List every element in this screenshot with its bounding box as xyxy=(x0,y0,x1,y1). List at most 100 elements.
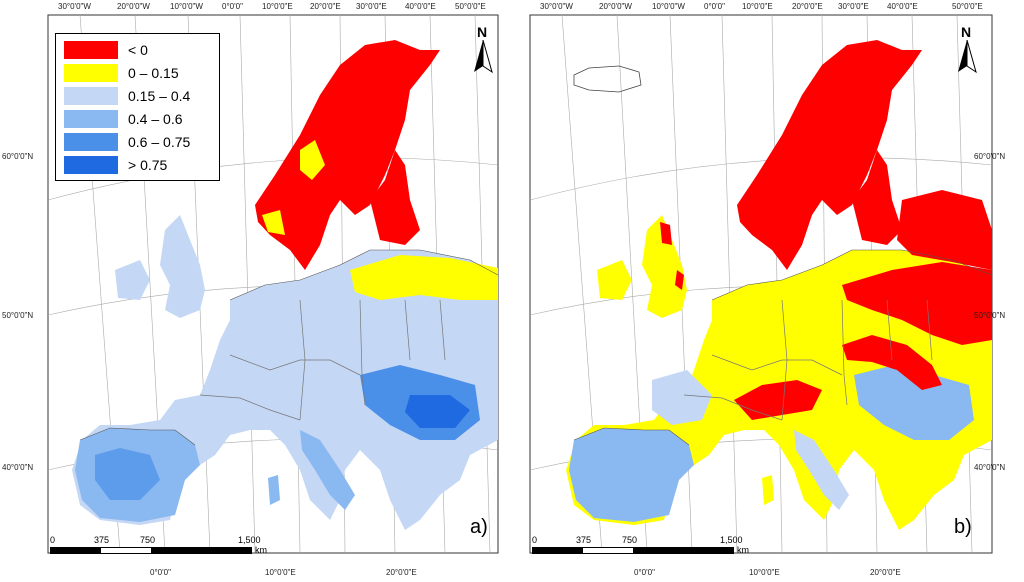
ireland-region xyxy=(115,260,150,300)
scale-bar: 0 375 750 1,500 km xyxy=(532,535,772,555)
legend-row: > 0.75 xyxy=(64,153,219,176)
top-label-20e: 20°0'0"E xyxy=(792,2,823,11)
coastlines xyxy=(79,249,499,446)
sardinia-region xyxy=(268,475,280,505)
pannonian-region xyxy=(854,365,974,440)
scale-tick: 0 xyxy=(50,535,56,545)
top-label-30e: 30°0'0"E xyxy=(356,2,387,11)
alps-region xyxy=(734,380,822,420)
bottom-label-0: 0°0'0" xyxy=(634,568,655,577)
left-label-50n: 50°0'0"N xyxy=(2,311,34,320)
legend-label: 0.4 – 0.6 xyxy=(128,110,183,127)
map-panel-a: 30°0'0"W 20°0'0"W 10°0'0"W 0°0'0" 10°0'0… xyxy=(2,2,499,577)
iberia-region xyxy=(569,428,694,522)
country-borders xyxy=(199,299,446,421)
legend-label: 0.6 – 0.75 xyxy=(128,133,191,150)
legend-row: 0.6 – 0.75 xyxy=(64,130,219,153)
scale-tick: 1,500 xyxy=(238,535,261,545)
scale-tick: 0 xyxy=(532,535,538,545)
scale-tick: 375 xyxy=(576,535,592,545)
top-label-40e: 40°0'0"E xyxy=(405,2,436,11)
top-label-50e: 50°0'0"E xyxy=(952,2,983,11)
top-label-20e: 20°0'0"E xyxy=(310,2,341,11)
top-label-0: 0°0'0" xyxy=(222,2,243,11)
pannonian-core xyxy=(405,395,470,428)
legend-swatch xyxy=(64,155,118,174)
top-label-20w: 20°0'0"W xyxy=(599,2,632,11)
scale-segment xyxy=(633,548,733,553)
scale-tick: 750 xyxy=(140,535,156,545)
carpathian-region xyxy=(842,335,942,390)
bottom-label-20e: 20°0'0"E xyxy=(386,568,417,577)
top-label-50e: 50°0'0"E xyxy=(455,2,486,11)
right-label-60n: 60°0'0"N xyxy=(974,152,1006,161)
finland-region xyxy=(852,150,902,245)
legend-label: 0.15 – 0.4 xyxy=(128,87,191,104)
panel-letter-a: a) xyxy=(470,516,488,538)
legend-row: 0.4 – 0.6 xyxy=(64,107,219,130)
scale-unit: km xyxy=(255,545,267,555)
scale-segment xyxy=(101,548,151,553)
sardinia-region xyxy=(762,475,774,505)
north-label: N xyxy=(477,24,488,40)
scale-segment xyxy=(533,548,583,553)
legend-swatch xyxy=(64,109,118,128)
north-arrow-icon xyxy=(958,40,977,74)
scale-tick: 750 xyxy=(622,535,638,545)
right-label-40n: 40°0'0"N xyxy=(974,463,1006,472)
bottom-label-20e: 20°0'0"E xyxy=(870,568,901,577)
map-b-canvas xyxy=(529,14,993,554)
left-label-40n: 40°0'0"N xyxy=(2,463,34,472)
scandinavia-yellow-patches xyxy=(262,140,325,235)
legend-label: > 0.75 xyxy=(128,156,168,173)
iberia-core xyxy=(95,448,160,500)
central-yellow-belt xyxy=(350,255,498,300)
legend-label: 0 – 0.15 xyxy=(128,64,179,81)
top-label-10w: 10°0'0"W xyxy=(652,2,685,11)
scale-segment xyxy=(151,548,251,553)
finland-region xyxy=(370,150,420,245)
legend-swatch xyxy=(64,40,118,59)
scale-segment xyxy=(51,548,101,553)
top-label-30e: 30°0'0"E xyxy=(838,2,869,11)
map-panel-b: 30°0'0"W 20°0'0"W 10°0'0"W 0°0'0" 10°0'0… xyxy=(512,0,1024,582)
top-label-10e: 10°0'0"E xyxy=(262,2,293,11)
top-label-10e: 10°0'0"E xyxy=(742,2,773,11)
britain-region xyxy=(642,215,687,318)
scale-tick: 375 xyxy=(94,535,110,545)
bottom-label-10e: 10°0'0"E xyxy=(749,568,780,577)
legend-row: 0.15 – 0.4 xyxy=(64,84,219,107)
bottom-label-10e: 10°0'0"E xyxy=(265,568,296,577)
top-label-30w: 30°0'0"W xyxy=(540,2,573,11)
russia-region xyxy=(897,190,992,270)
legend-swatch xyxy=(64,63,118,82)
top-label-0: 0°0'0" xyxy=(704,2,725,11)
east-europe-red xyxy=(842,262,992,345)
north-label: N xyxy=(961,24,972,40)
top-label-20w: 20°0'0"W xyxy=(117,2,150,11)
panel-letter-b: b) xyxy=(954,516,972,538)
ireland-region xyxy=(597,260,632,300)
legend-label: < 0 xyxy=(128,41,148,58)
scandinavia-region xyxy=(255,40,440,270)
north-arrow: N xyxy=(952,24,982,74)
scale-ticks: 0 375 750 1,500 km xyxy=(50,535,280,555)
scale-bar-graphic xyxy=(50,547,252,554)
top-label-30w: 30°0'0"W xyxy=(58,2,91,11)
legend: < 0 0 – 0.15 0.15 – 0.4 0.4 – 0.6 0.6 – … xyxy=(55,33,220,181)
italy-region xyxy=(300,430,355,510)
britain-red-patches xyxy=(660,222,684,290)
bottom-label-0: 0°0'0" xyxy=(150,568,171,577)
scale-bar-graphic xyxy=(532,547,734,554)
legend-swatch xyxy=(64,86,118,105)
country-borders xyxy=(683,299,933,421)
scale-tick: 1,500 xyxy=(720,535,743,545)
map-a-canvas xyxy=(47,14,499,554)
scandinavia-region xyxy=(737,40,922,270)
scale-ticks: 0 375 750 1,500 km xyxy=(532,535,772,555)
north-arrow: N xyxy=(468,24,498,74)
britain-region xyxy=(160,215,205,318)
iceland-outline xyxy=(573,65,642,93)
italy-region xyxy=(794,430,849,510)
top-label-40e: 40°0'0"E xyxy=(887,2,918,11)
